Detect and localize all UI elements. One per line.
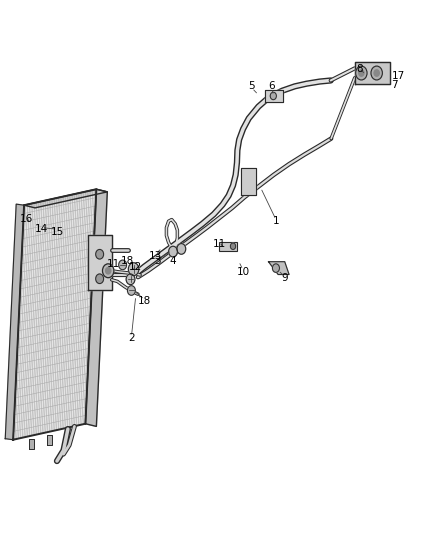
Circle shape — [127, 286, 135, 295]
Text: 8: 8 — [356, 64, 363, 74]
Polygon shape — [268, 262, 289, 274]
Polygon shape — [219, 242, 237, 251]
Text: 9: 9 — [281, 273, 288, 283]
Circle shape — [359, 70, 364, 76]
Circle shape — [119, 260, 127, 270]
Circle shape — [230, 243, 236, 249]
Circle shape — [96, 274, 103, 284]
Polygon shape — [13, 189, 96, 440]
Text: 5: 5 — [248, 82, 255, 91]
Bar — [29, 439, 34, 449]
Circle shape — [177, 244, 186, 254]
Text: 14: 14 — [35, 224, 48, 234]
Circle shape — [128, 263, 139, 276]
Text: 13: 13 — [149, 251, 162, 261]
Circle shape — [272, 264, 279, 272]
Circle shape — [106, 268, 111, 274]
Polygon shape — [355, 62, 390, 84]
Text: 3: 3 — [154, 256, 161, 266]
Circle shape — [374, 70, 379, 76]
Circle shape — [356, 66, 367, 80]
Text: 18: 18 — [120, 256, 134, 266]
Circle shape — [126, 274, 135, 285]
Text: 7: 7 — [391, 80, 398, 90]
Text: 4: 4 — [170, 256, 177, 266]
Text: 16: 16 — [20, 214, 33, 223]
Polygon shape — [5, 204, 24, 440]
Text: 17: 17 — [392, 71, 405, 80]
Polygon shape — [88, 235, 112, 290]
Circle shape — [169, 246, 177, 257]
Text: 10: 10 — [237, 267, 250, 277]
Circle shape — [270, 92, 276, 100]
Text: 6: 6 — [268, 82, 275, 91]
Circle shape — [371, 66, 382, 80]
Text: 11: 11 — [107, 259, 120, 269]
Polygon shape — [241, 168, 256, 195]
Bar — [47, 435, 53, 445]
Polygon shape — [265, 90, 283, 102]
Circle shape — [96, 249, 103, 259]
Text: 15: 15 — [50, 227, 64, 237]
Text: 2: 2 — [128, 334, 135, 343]
Text: 12: 12 — [129, 262, 142, 271]
Polygon shape — [24, 189, 107, 208]
Circle shape — [102, 264, 114, 278]
Text: 1: 1 — [272, 216, 279, 226]
Text: 18: 18 — [138, 296, 151, 306]
Polygon shape — [85, 189, 107, 426]
Text: 11: 11 — [212, 239, 226, 248]
